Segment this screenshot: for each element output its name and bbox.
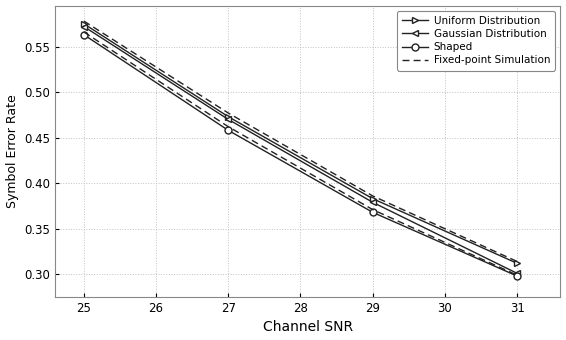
Gaussian Distribution [514, 271, 521, 275]
Line: Shaped: Shaped [80, 31, 521, 279]
Legend: Uniform Distribution, Gaussian Distribution, Shaped, Fixed-point Simulation: Uniform Distribution, Gaussian Distribut… [397, 11, 555, 71]
Uniform Distribution [225, 115, 231, 119]
Fixed-point Simulation [369, 194, 376, 198]
Line: Uniform Distribution: Uniform Distribution [80, 20, 521, 267]
Line: Gaussian Distribution: Gaussian Distribution [80, 23, 521, 277]
Gaussian Distribution [369, 200, 376, 204]
X-axis label: Channel SNR: Channel SNR [263, 320, 353, 335]
Uniform Distribution [369, 197, 376, 201]
Uniform Distribution [80, 22, 87, 26]
Shaped [369, 210, 376, 214]
Fixed-point Simulation [514, 259, 521, 264]
Fixed-point Simulation [225, 111, 231, 115]
Shaped [514, 274, 521, 278]
Y-axis label: Symbol Error Rate: Symbol Error Rate [6, 95, 19, 208]
Gaussian Distribution [80, 24, 87, 29]
Shaped [225, 128, 231, 132]
Line: Fixed-point Simulation: Fixed-point Simulation [84, 21, 517, 261]
Uniform Distribution [514, 261, 521, 265]
Fixed-point Simulation [80, 19, 87, 23]
Shaped [80, 33, 87, 37]
Gaussian Distribution [225, 117, 231, 121]
